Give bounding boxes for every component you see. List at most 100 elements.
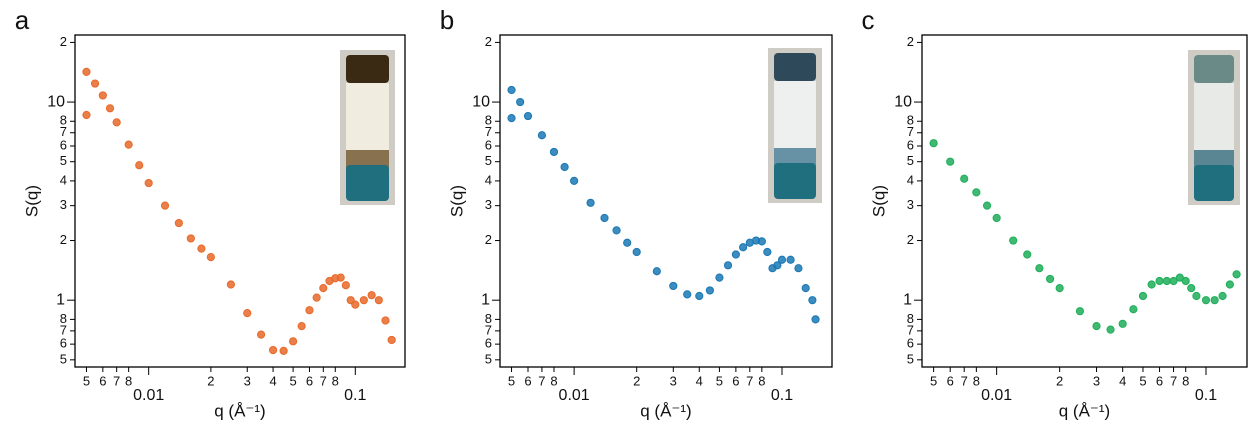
data-point [174,218,183,228]
y-tick-label: 7 [485,124,492,139]
data-point [319,284,328,293]
y-axis-label: S(q) [869,185,888,217]
data-point [206,252,215,262]
x-tick-label: 5 [930,373,937,388]
y-tick-label: 8 [485,311,492,326]
data-point [90,79,100,88]
vial-base [774,163,816,199]
data-point [1187,284,1196,293]
data-point [351,300,360,309]
data-point [992,213,1001,223]
y-tick-label: 2 [485,232,492,247]
x-tick-label: 5 [716,373,723,388]
y-tick-label: 5 [60,351,67,366]
data-point [144,178,153,188]
data-point [960,174,969,183]
y-tick-label: 4 [60,172,67,187]
vial-photo [340,50,395,205]
data-point [279,346,288,355]
data-point [586,198,595,207]
x-tick-label: 5 [508,373,515,388]
vial-photo [1188,50,1240,205]
panel-label: b [440,5,454,35]
data-point [1009,236,1018,245]
data-point [683,290,692,299]
y-tick-label: 4 [485,172,492,187]
data-point [507,85,516,95]
data-point [600,213,609,223]
x-tick-label: 6 [732,373,739,388]
x-tick-label: 5 [83,373,90,388]
x-tick-label: 6 [947,373,954,388]
x-tick-label: 7 [320,373,327,388]
y-tick-label: 5 [485,153,492,168]
y-tick-label: 7 [60,124,67,139]
y-tick-label: 2 [907,232,914,247]
x-tick-label: 6 [306,373,313,388]
plot-frame [921,34,1248,368]
data-point [1201,296,1211,305]
data-point [105,104,115,113]
x-tick-label: 8 [125,373,132,388]
y-tick-label: 8 [60,113,67,128]
data-point [359,296,368,305]
data-point [757,237,766,246]
data-point [1225,280,1234,289]
x-tick-label: 5 [289,373,296,388]
x-tick-label: 8 [1182,373,1189,388]
data-point [929,139,938,148]
data-point [341,281,350,290]
data-point [537,131,547,140]
data-point [549,147,559,157]
data-point [160,201,170,210]
data-point [98,91,107,100]
y-tick-label: 6 [907,336,914,351]
x-tick-label: 8 [973,373,980,388]
y-tick-label: 7 [907,322,914,337]
data-point [374,296,383,305]
x-tick-label: 0.1 [771,387,793,404]
vial-liquid [774,148,816,166]
data-point [1232,270,1241,279]
y-tick-label: 7 [60,322,67,337]
data-point [705,286,715,295]
panel: aS(q)q (Å⁻¹)5 6 7 80.012 3 4 5 6 7 80.15678123456… [15,5,406,420]
data-point [982,201,992,210]
x-tick-label: 6 [99,373,106,388]
x-tick-label: 5 [1139,373,1146,388]
y-tick-label: 10 [47,93,65,110]
data-point [1162,276,1171,286]
x-tick-label: 7 [961,373,968,388]
y-tick-label: 6 [485,336,492,351]
data-point [1092,321,1101,331]
data-point [112,118,121,127]
y-tick-label: 5 [907,153,914,168]
x-tick-label: 7 [113,373,120,388]
y-axis-label: S(q) [447,185,466,217]
data-point [288,337,298,346]
data-point [197,244,206,253]
y-tick-label: 3 [485,197,492,212]
data-point [560,162,569,172]
x-tick-label: 6 [524,373,531,388]
y-tick-label: 7 [485,322,492,337]
data-point [1181,276,1190,286]
x-tick-label: 7 [746,373,753,388]
y-tick-label: 6 [485,137,492,152]
data-point [612,226,621,235]
data-point [972,188,981,197]
data-point [226,280,235,289]
plot-frame [499,34,833,368]
data-point [523,111,533,121]
y-tick-label: 2 [485,34,492,49]
data-point [1192,291,1201,301]
y-tick-label: 7 [907,124,914,139]
data-point [669,281,678,291]
data-point [1055,284,1064,293]
data-point [731,250,740,259]
panel: cS(q)q (Å⁻¹)5 6 7 80.012 3 4 5 6 7 80.15678123456… [862,5,1248,420]
y-tick-label: 8 [907,311,914,326]
data-point [1035,264,1044,273]
data-point [811,315,820,324]
